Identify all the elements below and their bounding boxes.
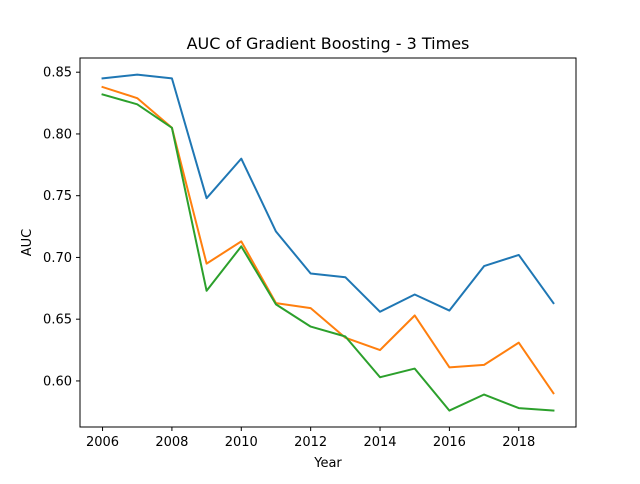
x-tick-label: 2014 xyxy=(363,435,396,450)
y-tick-label: 0.65 xyxy=(43,313,72,328)
y-tick-label: 0.60 xyxy=(43,374,72,389)
series-layer xyxy=(101,73,555,412)
x-axis-label: Year xyxy=(313,456,342,471)
y-tick-label: 0.80 xyxy=(43,127,72,142)
x-tick-label: 2010 xyxy=(225,435,258,450)
x-tick-label: 2018 xyxy=(502,435,535,450)
x-tick-label: 2006 xyxy=(86,435,119,450)
y-tick-label: 0.85 xyxy=(43,66,72,81)
plot-area-frame xyxy=(79,57,577,428)
series-line-3 xyxy=(101,93,555,412)
x-axis-ticks: 2006 2008 2010 2012 2014 2016 2018 xyxy=(86,427,535,450)
y-tick-label: 0.70 xyxy=(43,251,72,266)
y-axis-ticks: 0.60 0.65 0.70 0.75 0.80 0.85 xyxy=(43,66,80,389)
y-axis-label: AUC xyxy=(20,229,35,257)
series-line-1 xyxy=(101,73,555,313)
x-tick-label: 2012 xyxy=(294,435,327,450)
y-tick-label: 0.75 xyxy=(43,189,72,204)
x-tick-label: 2016 xyxy=(433,435,466,450)
chart-title: AUC of Gradient Boosting - 3 Times xyxy=(187,34,470,53)
x-tick-label: 2008 xyxy=(155,435,188,450)
